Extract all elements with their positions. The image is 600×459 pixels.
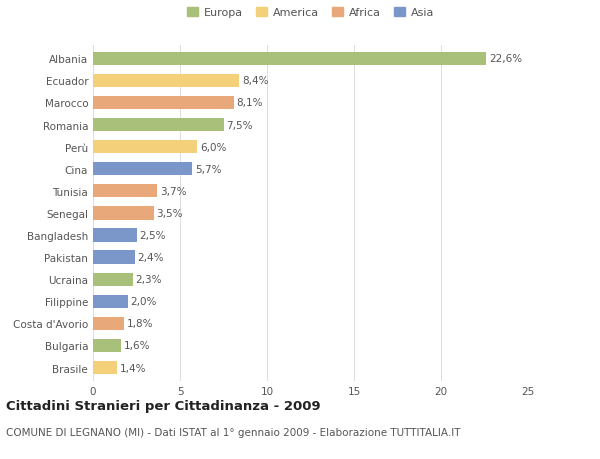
Text: 7,5%: 7,5% [226, 120, 253, 130]
Bar [93, 229, 137, 242]
Text: 2,4%: 2,4% [137, 252, 164, 263]
Bar [93, 163, 192, 176]
Bar [93, 185, 157, 198]
Bar [93, 74, 239, 88]
Bar [93, 52, 486, 66]
Text: 2,3%: 2,3% [136, 274, 162, 285]
Bar [93, 96, 234, 110]
Text: 22,6%: 22,6% [489, 54, 522, 64]
Text: 1,4%: 1,4% [120, 363, 146, 373]
Text: 1,6%: 1,6% [124, 341, 150, 351]
Bar [93, 251, 135, 264]
Text: COMUNE DI LEGNANO (MI) - Dati ISTAT al 1° gennaio 2009 - Elaborazione TUTTITALIA: COMUNE DI LEGNANO (MI) - Dati ISTAT al 1… [6, 427, 461, 437]
Bar [93, 141, 197, 154]
Text: 8,4%: 8,4% [242, 76, 268, 86]
Bar [93, 295, 128, 308]
Text: 1,8%: 1,8% [127, 319, 154, 329]
Bar [93, 273, 133, 286]
Text: 3,7%: 3,7% [160, 186, 187, 196]
Text: 3,5%: 3,5% [157, 208, 183, 218]
Legend: Europa, America, Africa, Asia: Europa, America, Africa, Asia [187, 8, 434, 18]
Bar [93, 207, 154, 220]
Text: 6,0%: 6,0% [200, 142, 226, 152]
Text: 2,5%: 2,5% [139, 230, 166, 241]
Bar [93, 317, 124, 330]
Bar [93, 339, 121, 353]
Text: Cittadini Stranieri per Cittadinanza - 2009: Cittadini Stranieri per Cittadinanza - 2… [6, 399, 320, 412]
Text: 8,1%: 8,1% [236, 98, 263, 108]
Text: 5,7%: 5,7% [195, 164, 221, 174]
Bar [93, 118, 224, 132]
Text: 2,0%: 2,0% [130, 297, 157, 307]
Bar [93, 361, 118, 375]
